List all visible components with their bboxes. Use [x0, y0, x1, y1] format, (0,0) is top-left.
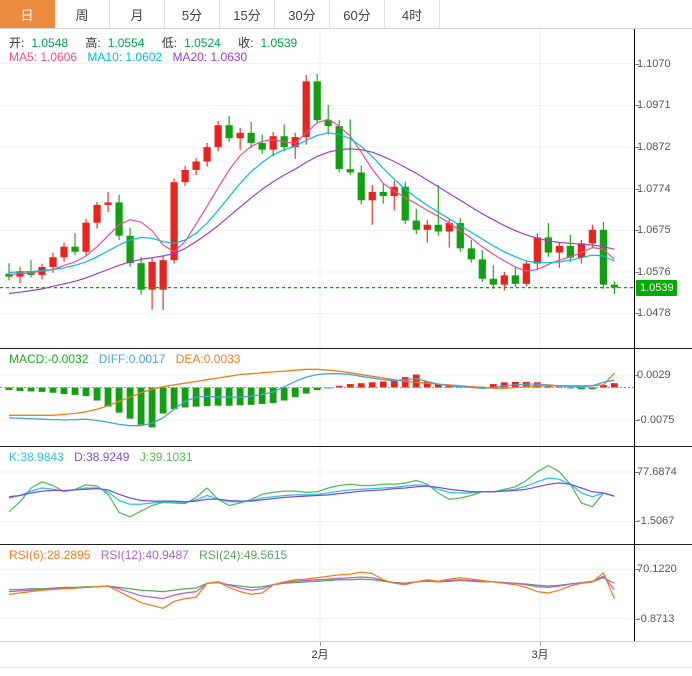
- axis-tick: -0.0075: [634, 414, 675, 426]
- axis-tick: 1.0576: [635, 266, 671, 278]
- panel-separator-macd-kdj: [0, 446, 692, 447]
- time-axis-tick: [320, 642, 321, 646]
- axis-tick: 0.0029: [635, 369, 671, 381]
- price-chart-panel: 1.1070 1.0971 1.0872 1.0774 1.0675 1.0576 1.04…: [0, 29, 692, 348]
- axis-tick: 70.1220: [635, 563, 677, 576]
- time-axis-label-0: 2月: [311, 649, 329, 661]
- time-axis: 2月 3月: [0, 642, 634, 667]
- current-price-tag: 1.0539: [636, 279, 677, 296]
- period-tab-label: 15分: [233, 7, 261, 23]
- axis-tick: -0.8713: [634, 612, 675, 625]
- axis-tick: 1.0675: [635, 224, 671, 237]
- price-axis: 1.1070 1.0971 1.0872 1.0774 1.0675 1.0576 1.04…: [634, 29, 692, 348]
- kdj-panel: 77.6874 -1.5067 K:38.9843 D:38.9249 J:39.…: [0, 447, 692, 544]
- macd-plot[interactable]: [0, 349, 634, 446]
- period-tab-label: 5分: [181, 7, 203, 23]
- kdj-plot[interactable]: [0, 447, 634, 544]
- rsi-plot[interactable]: [0, 545, 634, 641]
- panel-separator-price-macd: [0, 348, 692, 349]
- panel-separator-kdj-rsi: [0, 544, 692, 545]
- period-tab-label: 月: [130, 7, 144, 23]
- axis-tick: 77.6874: [635, 465, 677, 478]
- period-tab-label: 60分: [343, 7, 371, 23]
- rsi-panel: 70.1220 -0.8713 RSI(6):28.2895 RSI(12):40…: [0, 545, 692, 641]
- period-tab-5[interactable]: 30分: [275, 0, 330, 28]
- time-axis-tick: [540, 642, 541, 646]
- period-tab-label: 30分: [288, 7, 316, 23]
- tab-bar-filler: [440, 0, 692, 28]
- macd-axis: 0.0029 -0.0075: [634, 349, 692, 446]
- axis-tick: 1.0971: [635, 99, 671, 112]
- chart-bottom-border: [0, 667, 692, 668]
- period-tab-3[interactable]: 5分: [165, 0, 220, 28]
- plot-bottom-border: [0, 641, 692, 642]
- macd-panel: 0.0029 -0.0075 MACD:-0.0032 DIFF:0.0017 D…: [0, 349, 692, 446]
- period-tab-2[interactable]: 月: [110, 0, 165, 28]
- period-tab-6[interactable]: 60分: [330, 0, 385, 28]
- period-tab-0[interactable]: 日: [0, 0, 55, 28]
- period-tab-bar: 日 周 月 5分 15分 30分 60分 4时: [0, 0, 692, 29]
- period-tab-label: 周: [75, 7, 89, 23]
- period-tab-label: 4时: [401, 7, 423, 23]
- axis-tick: 1.0872: [635, 141, 671, 154]
- axis-tick: 1.0478: [635, 307, 671, 320]
- period-tab-1[interactable]: 周: [55, 0, 110, 28]
- kdj-axis: 77.6874 -1.5067: [634, 447, 692, 544]
- period-tab-7[interactable]: 4时: [385, 0, 440, 28]
- period-tab-4[interactable]: 15分: [220, 0, 275, 28]
- rsi-axis: 70.1220 -0.8713: [634, 545, 692, 641]
- time-axis-label-1: 3月: [531, 649, 549, 661]
- period-tab-label: 日: [20, 7, 34, 23]
- axis-tick: 1.0774: [635, 182, 671, 195]
- candlestick-plot[interactable]: [0, 29, 634, 348]
- axis-tick: 1.1070: [635, 57, 671, 70]
- axis-tick: -1.5067: [634, 515, 675, 528]
